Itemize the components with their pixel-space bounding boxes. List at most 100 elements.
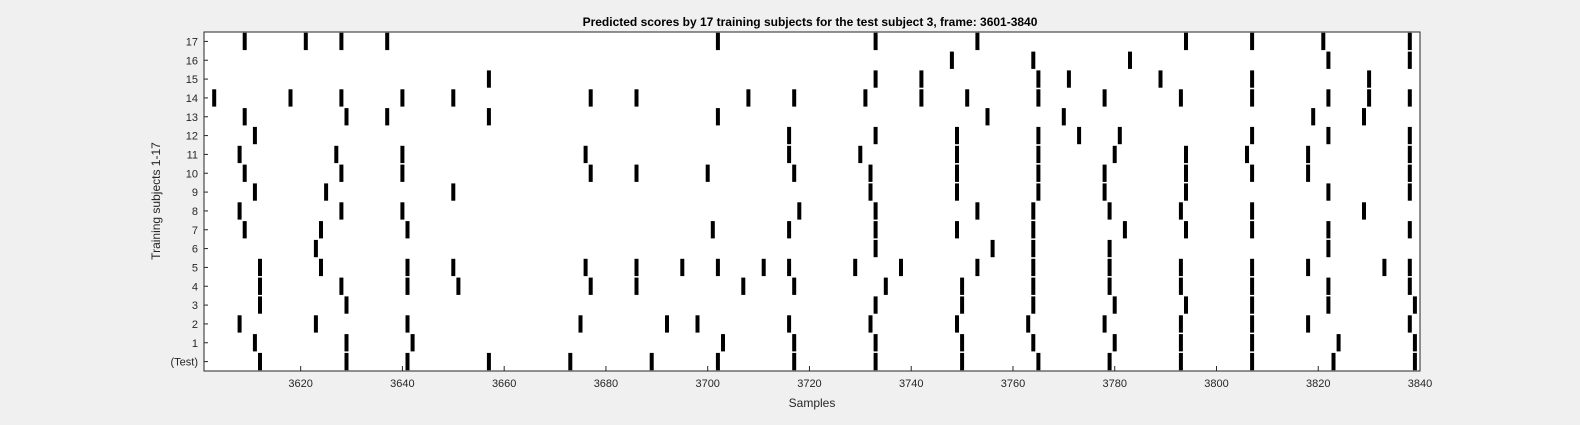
event-mark <box>721 334 725 352</box>
event-mark <box>792 89 797 107</box>
event-mark <box>965 89 970 107</box>
event-mark <box>252 183 257 201</box>
x-tick-label: 3780 <box>1102 378 1126 390</box>
event-mark <box>1367 70 1372 88</box>
event-mark <box>919 70 924 88</box>
event-mark <box>1306 315 1311 333</box>
event-mark <box>705 164 710 182</box>
event-mark <box>1407 145 1412 164</box>
event-mark <box>1178 202 1183 220</box>
y-tick-label: 6 <box>192 244 198 256</box>
event-mark <box>761 258 766 277</box>
event-mark <box>1112 145 1117 164</box>
event-mark <box>1306 164 1311 182</box>
event-mark <box>960 296 965 314</box>
event-mark <box>1250 296 1255 314</box>
x-tick-label: 3640 <box>390 378 414 390</box>
event-mark <box>258 258 262 277</box>
event-mark <box>1102 164 1107 182</box>
event-mark <box>1066 70 1071 88</box>
event-mark <box>1326 89 1331 107</box>
event-mark <box>252 126 257 145</box>
event-mark <box>873 334 878 352</box>
event-mark <box>883 277 888 295</box>
event-mark <box>344 334 349 352</box>
event-mark <box>715 32 720 51</box>
y-tick-label: 5 <box>192 262 198 274</box>
event-mark <box>1306 258 1311 277</box>
x-tick-label: 3760 <box>1001 378 1025 390</box>
event-mark <box>252 334 257 352</box>
event-mark <box>1178 315 1183 333</box>
event-mark <box>1036 145 1041 164</box>
event-mark <box>1245 145 1249 164</box>
event-mark <box>1326 239 1331 258</box>
event-mark <box>1326 126 1331 145</box>
event-mark <box>405 352 410 371</box>
event-mark <box>405 258 410 277</box>
event-mark <box>1250 334 1255 352</box>
event-mark <box>1412 296 1417 314</box>
y-tick-label: 12 <box>186 131 198 143</box>
event-mark <box>451 89 456 107</box>
event-mark <box>486 70 491 88</box>
event-mark <box>334 145 339 164</box>
y-tick-label: 2 <box>192 319 198 331</box>
event-mark <box>1178 277 1183 295</box>
event-mark <box>1036 70 1041 88</box>
event-mark <box>1336 334 1341 352</box>
event-mark <box>451 183 456 201</box>
event-mark <box>1362 108 1366 126</box>
event-mark <box>955 145 959 164</box>
event-mark <box>324 183 329 201</box>
event-mark <box>568 352 573 371</box>
event-mark <box>873 126 878 145</box>
event-mark <box>1407 164 1412 182</box>
event-mark <box>1326 221 1331 239</box>
event-mark <box>787 315 792 333</box>
y-axis-label: Training subjects 1-17 <box>149 142 163 260</box>
event-mark <box>1184 221 1188 239</box>
event-mark <box>868 315 873 333</box>
event-mark <box>588 277 593 295</box>
x-axis-label: Samples <box>789 396 836 410</box>
event-mark <box>1326 183 1331 201</box>
y-tick-label: 9 <box>192 187 198 199</box>
event-mark <box>1178 258 1183 277</box>
y-tick-label: 14 <box>186 93 198 105</box>
event-mark <box>486 108 491 126</box>
event-mark <box>1077 126 1082 145</box>
event-mark <box>695 315 700 333</box>
event-mark <box>1407 89 1412 107</box>
event-mark <box>237 202 242 220</box>
event-mark <box>863 89 868 107</box>
event-mark <box>1112 296 1117 314</box>
y-tick-label: 16 <box>186 55 198 67</box>
event-mark <box>1250 164 1255 182</box>
event-mark <box>1321 32 1326 51</box>
x-tick-label: 3800 <box>1204 378 1228 390</box>
event-mark <box>410 334 415 352</box>
event-mark <box>1107 239 1112 258</box>
event-mark <box>1107 202 1112 220</box>
event-mark <box>339 32 344 51</box>
event-mark <box>400 202 405 220</box>
event-mark <box>634 258 639 277</box>
plot-area <box>204 32 1420 371</box>
event-mark <box>873 296 878 314</box>
event-mark <box>1184 164 1188 182</box>
event-mark <box>1250 126 1255 145</box>
event-mark <box>955 126 959 145</box>
event-mark <box>1107 277 1112 295</box>
event-mark <box>1102 183 1107 201</box>
event-mark <box>1031 202 1036 220</box>
event-mark <box>873 70 878 88</box>
event-mark <box>975 32 980 51</box>
event-mark <box>1250 221 1255 239</box>
event-mark <box>339 202 344 220</box>
y-tick-label: 1 <box>192 338 198 350</box>
event-mark <box>746 89 751 107</box>
x-tick-label: 3740 <box>899 378 923 390</box>
event-mark <box>1184 145 1188 164</box>
